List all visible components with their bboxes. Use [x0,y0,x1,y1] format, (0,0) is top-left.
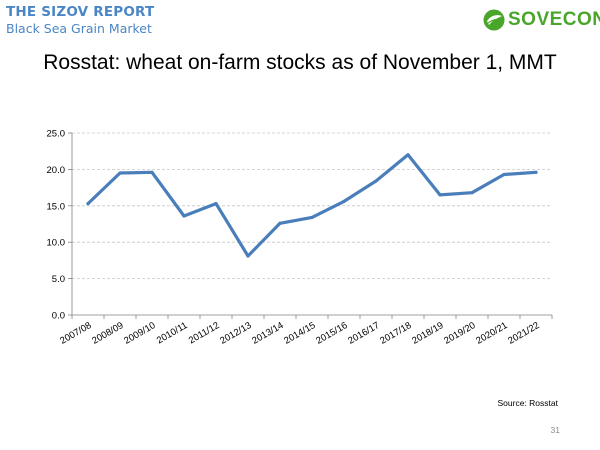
data-point-0-1 [118,171,122,175]
series-layer [86,153,538,258]
data-point-0-4 [214,202,218,206]
data-point-0-0 [86,202,90,206]
x-tick-label-1: 2008/09 [90,320,125,347]
report-subtitle: Black Sea Grain Market [6,21,152,36]
x-tick-label-7: 2014/15 [282,320,317,347]
data-point-0-10 [406,153,410,157]
y-tick-label-4: 20.0 [47,165,66,176]
y-axis-ticks: 0.0 5.0 10.0 15.0 20.0 25.0 [47,129,72,322]
y-tick-label-2: 10.0 [47,238,66,249]
x-tick-label-14: 2021/22 [506,320,541,347]
sovecon-logo: SOVECON [482,6,600,34]
source-note: Source: Rosstat [497,398,558,408]
chart-title: Rosstat: wheat on-farm stocks as of Nove… [43,51,557,74]
x-tick-label-11: 2018/19 [410,320,445,347]
data-point-0-9 [374,179,378,183]
axes [71,133,552,316]
series-line-0 [86,153,538,258]
x-tick-label-3: 2010/11 [155,320,190,346]
y-tick-label-3: 15.0 [47,201,66,212]
data-point-0-7 [310,215,314,220]
x-tick-label-4: 2011/12 [187,320,222,346]
y-tick-label-5: 25.0 [47,129,66,140]
y-tick-label-1: 5.0 [52,274,65,285]
gridlines [72,132,552,280]
x-tick-label-13: 2020/21 [474,320,509,347]
data-point-0-13 [502,172,506,177]
sovecon-leaf-icon [483,9,505,31]
x-tick-label-2: 2009/10 [122,320,157,347]
y-tick-label-0: 0.0 [52,311,65,322]
data-point-0-2 [150,170,154,174]
data-point-0-14 [534,170,538,174]
data-point-0-11 [438,193,442,197]
data-point-0-8 [342,199,346,204]
x-tick-label-0: 2007/08 [58,320,93,347]
x-tick-label-6: 2013/14 [250,320,285,347]
x-tick-label-10: 2017/18 [378,320,413,347]
x-tick-label-12: 2019/20 [442,320,477,347]
data-point-0-5 [246,254,250,258]
logo-text: SOVECON [508,9,600,30]
report-title: THE SIZOV REPORT [6,4,155,20]
x-tick-label-8: 2015/16 [314,320,349,347]
x-tick-label-5: 2012/13 [218,320,253,347]
data-point-0-3 [182,214,186,218]
data-point-0-12 [470,191,474,195]
x-axis-ticks: 2007/082008/092009/102010/112011/122012/… [58,315,553,347]
data-point-0-6 [278,221,282,225]
x-tick-label-9: 2016/17 [346,320,381,347]
page-number: 31 [550,425,560,435]
